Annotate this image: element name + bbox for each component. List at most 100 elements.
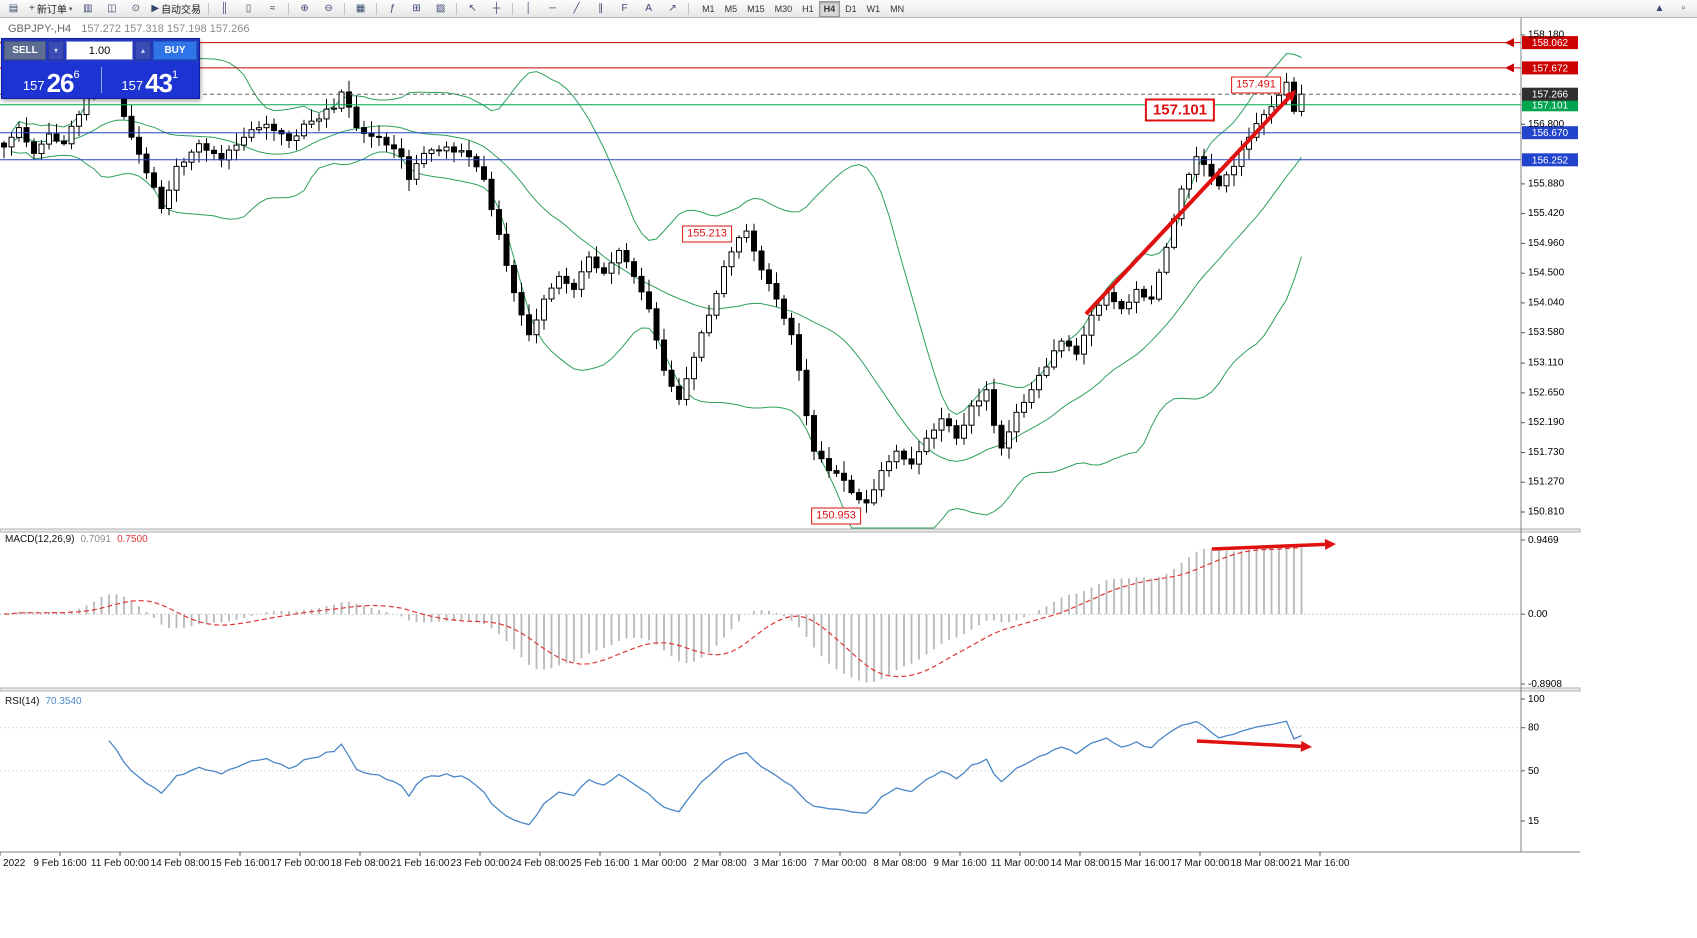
volume-dropdown-icon[interactable]: ▾	[48, 41, 64, 60]
horizontal-line-icon-glyph: ─	[549, 2, 557, 14]
navigator-icon-glyph: ⊙	[131, 2, 141, 14]
svg-text:1 Mar 00:00: 1 Mar 00:00	[633, 858, 687, 869]
svg-text:15 Mar 16:00: 15 Mar 16:00	[1111, 858, 1170, 869]
svg-text:158.062: 158.062	[1532, 38, 1569, 49]
line-chart-icon[interactable]: ≈	[261, 0, 284, 17]
market-watch-icon-glyph: ◫	[107, 2, 117, 14]
svg-text:152.190: 152.190	[1528, 417, 1565, 428]
new-chart-icon[interactable]: ▤	[2, 0, 25, 17]
horizontal-line-icon[interactable]: ─	[541, 0, 564, 17]
sell-price-big-figure: 157	[22, 78, 45, 93]
zoom-out-icon[interactable]: ⊖	[317, 0, 340, 17]
rsi-indicator	[0, 720, 1521, 826]
rsi-axis: 100 80 50 15	[1521, 694, 1545, 827]
macd-label: MACD(12,26,9)	[5, 534, 75, 545]
svg-text:21 Feb 16:00: 21 Feb 16:00	[391, 858, 450, 869]
pane-separator-rsi[interactable]	[0, 687, 1581, 692]
price-callout[interactable]: 157.491	[1231, 76, 1281, 94]
svg-text:156.800: 156.800	[1528, 119, 1565, 130]
macd-value-main: 0.7091	[80, 534, 112, 545]
autotrading-button[interactable]: ▶ 自动交易	[148, 0, 204, 17]
periods-icon[interactable]: ⊞	[405, 0, 428, 17]
svg-text:-0.8908: -0.8908	[1528, 679, 1562, 690]
toolbar-separator	[688, 2, 690, 15]
price-callout[interactable]: 150.953	[811, 507, 861, 525]
candlestick-chart-icon[interactable]: ▯	[237, 0, 260, 17]
svg-text:18 Feb 08:00: 18 Feb 08:00	[331, 858, 390, 869]
tf-m15[interactable]: M15	[747, 3, 765, 14]
arrows-icon[interactable]: ↗	[661, 0, 684, 17]
market-watch-icon[interactable]: ◫	[100, 0, 123, 17]
toolbar-button-label: 新订单	[36, 5, 67, 16]
zoom-in-icon[interactable]: ⊕	[293, 0, 316, 17]
price-callout[interactable]: 157.101	[1144, 98, 1216, 122]
bar-chart-icon[interactable]: ║	[213, 0, 236, 17]
candlestick-chart-icon-glyph: ▯	[245, 2, 252, 14]
horizontal-price-lines[interactable]: 158.062 157.672 157.101 156.670 156.252 157.2…	[0, 36, 1578, 167]
text-label-icon[interactable]: A	[637, 0, 660, 17]
svg-text:0.9469: 0.9469	[1528, 535, 1559, 546]
crosshair-icon-glyph: ┼	[493, 2, 501, 14]
tf-mn[interactable]: MN	[890, 3, 905, 14]
main-toolbar: ▤ + 新订单 ▾ ▥ ◫ ⊙ ▶ 自动交易 ║ ▯ ≈ ⊕ ⊖ ▦ ƒ ⊞ ▨ ↖ ┼ │ ─ ╱ ∥ F A ↗ M1 M5 M15 M…	[0, 0, 1697, 18]
tf-d1[interactable]: D1	[845, 3, 857, 14]
sell-button[interactable]: SELL	[4, 41, 46, 60]
trendline-icon[interactable]: ╱	[565, 0, 588, 17]
vertical-line-icon[interactable]: │	[517, 0, 540, 17]
trend-arrows[interactable]	[1084, 90, 1336, 752]
svg-text:9 Feb 16:00: 9 Feb 16:00	[33, 858, 87, 869]
macd-indicator	[0, 544, 1521, 683]
indicators-icon-glyph: ƒ	[389, 2, 396, 14]
svg-text:14 Mar 08:00: 14 Mar 08:00	[1051, 858, 1110, 869]
one-click-top-row: SELL ▾ 1.00 ▴ BUY	[2, 39, 199, 62]
svg-text:153.110: 153.110	[1528, 358, 1564, 369]
rsi-label: RSI(14)	[5, 696, 40, 707]
window-restore-icon[interactable]: ▫	[1672, 0, 1695, 17]
pane-separator-macd[interactable]	[0, 528, 1581, 533]
bar-chart-icon-glyph: ║	[221, 2, 229, 14]
tf-m5[interactable]: M5	[724, 3, 738, 14]
svg-text:50: 50	[1528, 766, 1540, 777]
svg-text:157.672: 157.672	[1532, 63, 1569, 74]
sell-price[interactable]: 157 26 6	[2, 62, 101, 98]
scroll-up-icon[interactable]: ▲	[1648, 0, 1671, 17]
crosshair-icon[interactable]: ┼	[485, 0, 508, 17]
price-callout[interactable]: 155.213	[682, 225, 732, 243]
cursor-icon[interactable]: ↖	[461, 0, 484, 17]
new-order-button[interactable]: + 新订单 ▾	[26, 0, 75, 17]
toolbar-separator	[512, 2, 514, 15]
svg-text:2 Mar 08:00: 2 Mar 08:00	[693, 858, 747, 869]
channel-icon[interactable]: ∥	[589, 0, 612, 17]
tf-h4[interactable]: H4	[818, 0, 841, 17]
scroll-up-icon-glyph: ▲	[1654, 2, 1665, 14]
tf-h1[interactable]: H1	[802, 3, 814, 14]
tile-windows-icon[interactable]: ▦	[349, 0, 372, 17]
fibonacci-icon[interactable]: F	[613, 0, 636, 17]
tf-w1[interactable]: W1	[866, 3, 881, 14]
chart-profiles-icon[interactable]: ▥	[76, 0, 99, 17]
indicators-icon[interactable]: ƒ	[381, 0, 404, 17]
svg-text:156.252: 156.252	[1532, 155, 1569, 166]
svg-text:152.650: 152.650	[1528, 387, 1565, 398]
svg-text:155.420: 155.420	[1528, 208, 1565, 219]
svg-text:157.266: 157.266	[1532, 90, 1569, 101]
dropdown-caret-icon: ▾	[68, 5, 73, 13]
volume-stepper-icon[interactable]: ▴	[135, 41, 151, 60]
tf-m1[interactable]: M1	[702, 3, 715, 14]
svg-text:158.180: 158.180	[1528, 30, 1565, 41]
toolbar-separator	[208, 2, 210, 15]
sell-price-pips: 26	[46, 68, 75, 99]
zoom-out-icon-glyph: ⊖	[324, 2, 333, 14]
svg-text:150.810: 150.810	[1528, 507, 1565, 518]
navigator-icon[interactable]: ⊙	[124, 0, 147, 17]
svg-text:9 Mar 16:00: 9 Mar 16:00	[933, 858, 987, 869]
new-order-button-glyph: +	[29, 2, 35, 14]
tf-m30[interactable]: M30	[774, 3, 793, 14]
templates-icon[interactable]: ▨	[429, 0, 452, 17]
buy-button[interactable]: BUY	[153, 41, 197, 60]
svg-text:17 Feb 00:00: 17 Feb 00:00	[271, 858, 330, 869]
buy-price[interactable]: 157 43 1	[101, 62, 200, 98]
svg-text:155.880: 155.880	[1528, 178, 1565, 189]
volume-input[interactable]: 1.00	[66, 41, 133, 60]
